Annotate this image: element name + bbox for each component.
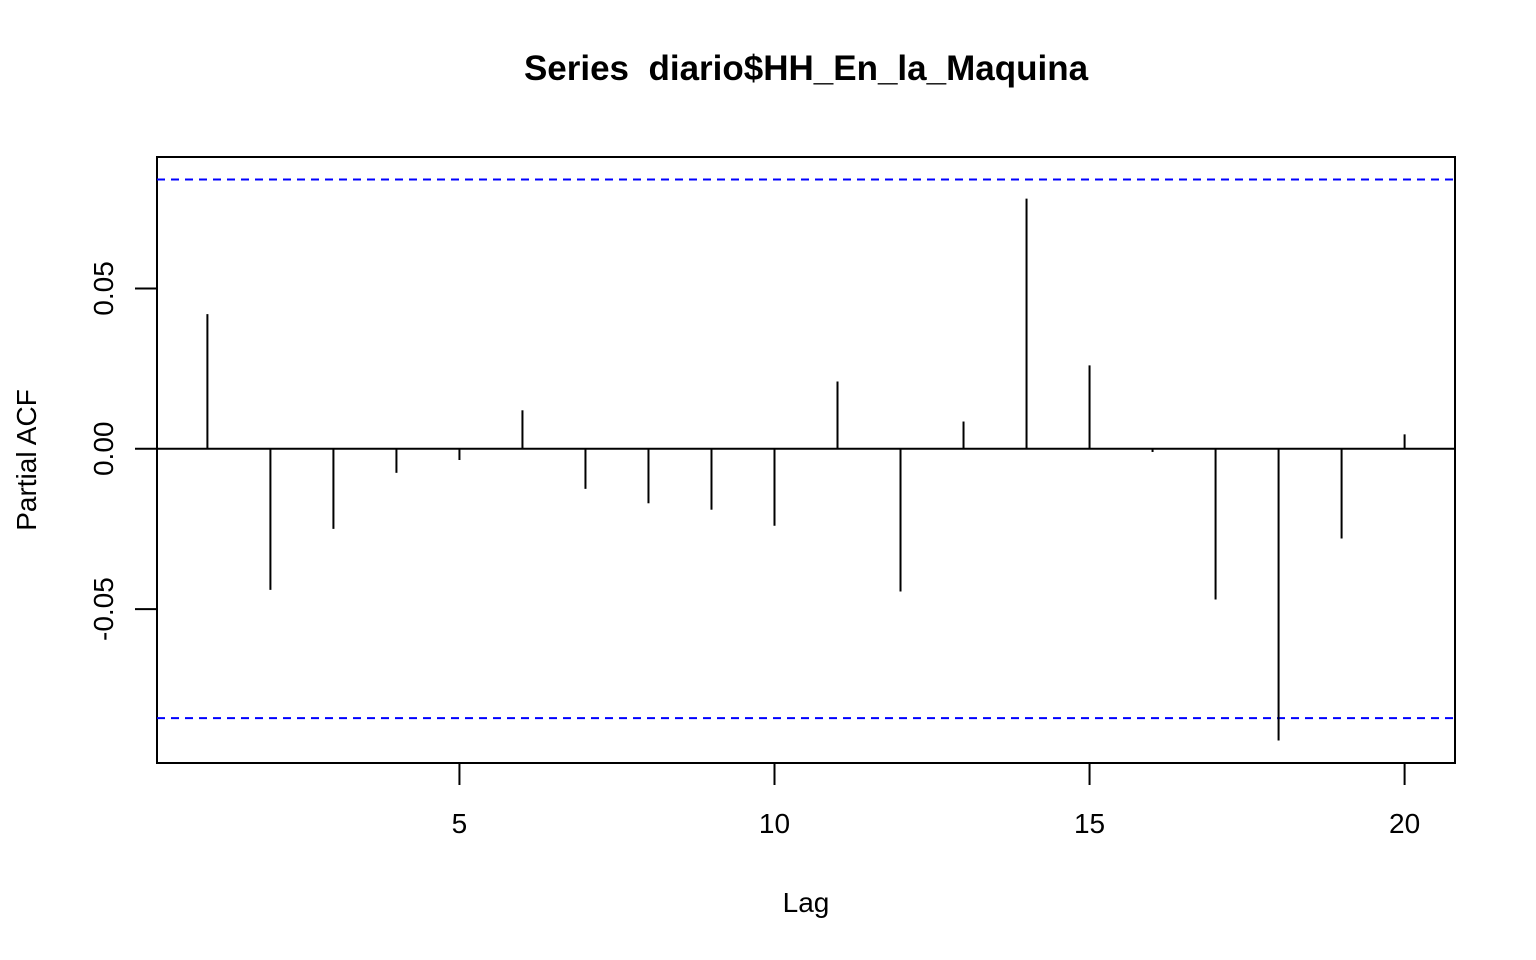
x-tick-label: 5	[452, 808, 468, 839]
x-axis: 5 10 15 20	[452, 762, 1420, 839]
x-tick-label: 15	[1074, 808, 1105, 839]
y-tick-label: -0.05	[88, 577, 119, 641]
x-tick-label: 20	[1389, 808, 1420, 839]
x-tick-label: 10	[759, 808, 790, 839]
plot-frame	[156, 156, 1456, 764]
y-axis: -0.05 0.00 0.05	[88, 261, 158, 641]
x-axis-label: Lag	[783, 887, 830, 918]
chart-marks	[157, 178, 1455, 741]
y-tick-label: 0.00	[88, 422, 119, 477]
chart-title: Series diario$HH_En_la_Maquina	[524, 49, 1089, 88]
y-axis-label: Partial ACF	[11, 389, 42, 531]
y-tick-label: 0.05	[88, 261, 119, 316]
